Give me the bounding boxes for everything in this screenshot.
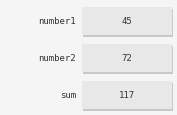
- FancyBboxPatch shape: [83, 47, 173, 74]
- Text: sum: sum: [60, 91, 76, 100]
- FancyBboxPatch shape: [82, 8, 172, 36]
- Text: 72: 72: [122, 54, 132, 63]
- Text: number2: number2: [38, 54, 76, 63]
- FancyBboxPatch shape: [82, 81, 172, 109]
- FancyBboxPatch shape: [82, 45, 172, 72]
- FancyBboxPatch shape: [83, 10, 173, 38]
- Text: 45: 45: [122, 17, 132, 26]
- Text: number1: number1: [38, 17, 76, 26]
- FancyBboxPatch shape: [83, 83, 173, 111]
- Text: 117: 117: [119, 91, 135, 100]
